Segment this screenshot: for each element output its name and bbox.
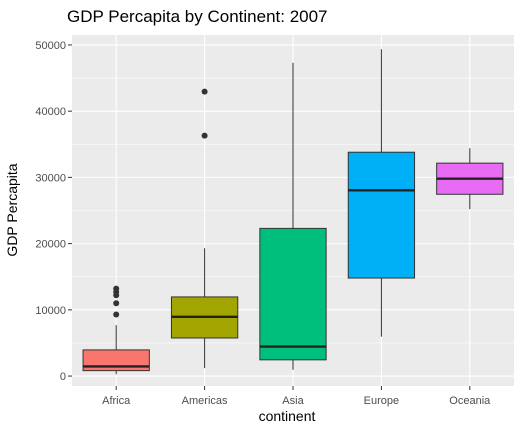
iqr-box <box>259 227 327 361</box>
box-oceania <box>436 148 504 210</box>
outlier-point <box>201 132 208 139</box>
y-tick-label: 10000 <box>35 305 66 317</box>
outlier-point <box>113 300 120 307</box>
outlier-point <box>201 88 208 95</box>
x-tick-label: Africa <box>102 395 131 407</box>
y-tick-label: 30000 <box>35 172 66 184</box>
box-series <box>82 49 504 375</box>
axis-ticks: 0 10000 20000 30000 40000 50000 Africa Americas… <box>35 40 491 407</box>
x-tick-label: Asia <box>282 395 304 407</box>
y-tick-label: 20000 <box>35 239 66 251</box>
x-tick-label: Europe <box>364 395 399 407</box>
x-tick-label: Americas <box>182 395 228 407</box>
y-tick-label: 0 <box>60 371 66 383</box>
iqr-box <box>347 151 416 279</box>
box-asia <box>259 62 327 370</box>
chart-title: GDP Percapita by Continent: 2007 <box>67 7 328 26</box>
box-americas <box>170 88 239 369</box>
y-axis-title: GDP Percapita <box>4 163 20 256</box>
y-tick-label: 40000 <box>35 106 66 118</box>
box-europe <box>347 49 416 337</box>
outlier-point <box>113 311 120 318</box>
x-tick-label: Oceania <box>449 395 491 407</box>
box-africa <box>82 285 150 375</box>
outlier-point <box>113 285 120 292</box>
y-tick-label: 50000 <box>35 40 66 52</box>
x-axis-title: continent <box>259 408 316 424</box>
